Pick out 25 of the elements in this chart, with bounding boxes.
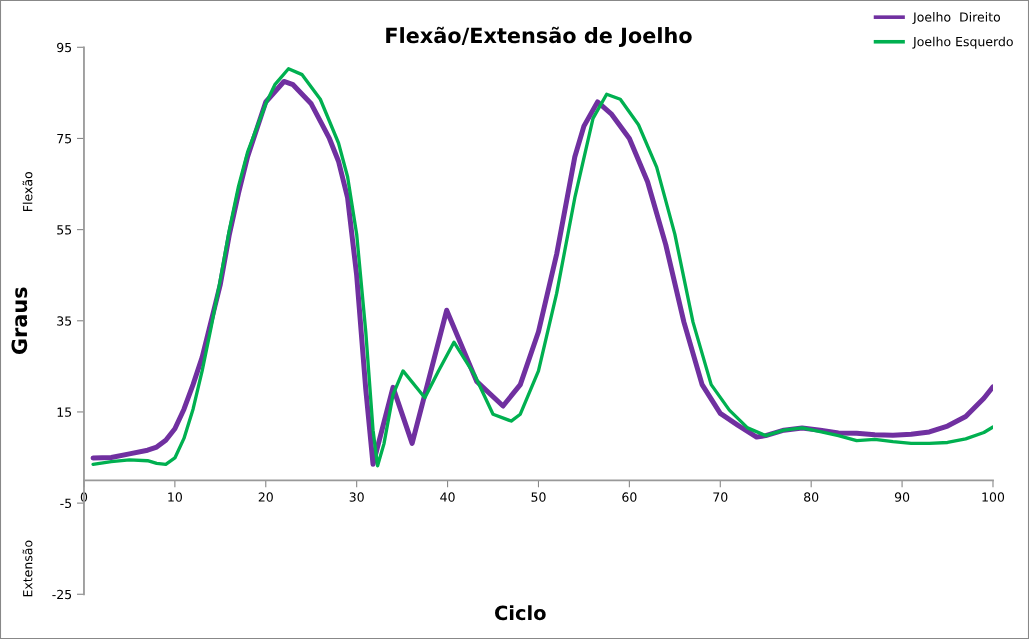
y-tick-label: 95 bbox=[57, 42, 72, 53]
y-tick-label: 55 bbox=[57, 225, 72, 235]
x-tick-label: 30 bbox=[349, 492, 364, 502]
x-axis-title: Ciclo bbox=[495, 605, 546, 621]
chart-title: Flexão/Extensão de Joelho bbox=[386, 26, 692, 48]
x-tick-label: 60 bbox=[622, 492, 637, 502]
x-tick-label: 80 bbox=[804, 492, 819, 502]
x-tick-label: 20 bbox=[258, 492, 273, 502]
y-tick-label: -5 bbox=[60, 498, 72, 509]
x-tick-label: 100 bbox=[982, 492, 1005, 502]
y-tick-label: 35 bbox=[57, 316, 72, 326]
text: Flexão bbox=[22, 171, 33, 211]
x-tick-label: 70 bbox=[713, 492, 728, 502]
x-tick-label: 50 bbox=[531, 492, 546, 502]
legend-label: Joelho Esquerdo bbox=[912, 36, 1013, 49]
legend-label: Joelho Direito bbox=[912, 12, 1001, 25]
x-tick-label: 10 bbox=[168, 492, 182, 502]
x-tick-label: 90 bbox=[894, 492, 910, 502]
x-tick-label: 40 bbox=[440, 492, 455, 502]
y-axis-title: Graus bbox=[11, 287, 28, 355]
y-tick-label: 15 bbox=[57, 407, 72, 417]
x-tick-label: 0 bbox=[80, 492, 88, 502]
y-tick-label: 75 bbox=[57, 134, 72, 144]
y-tick-label: -25 bbox=[52, 589, 72, 600]
text: Extensão bbox=[22, 540, 33, 597]
